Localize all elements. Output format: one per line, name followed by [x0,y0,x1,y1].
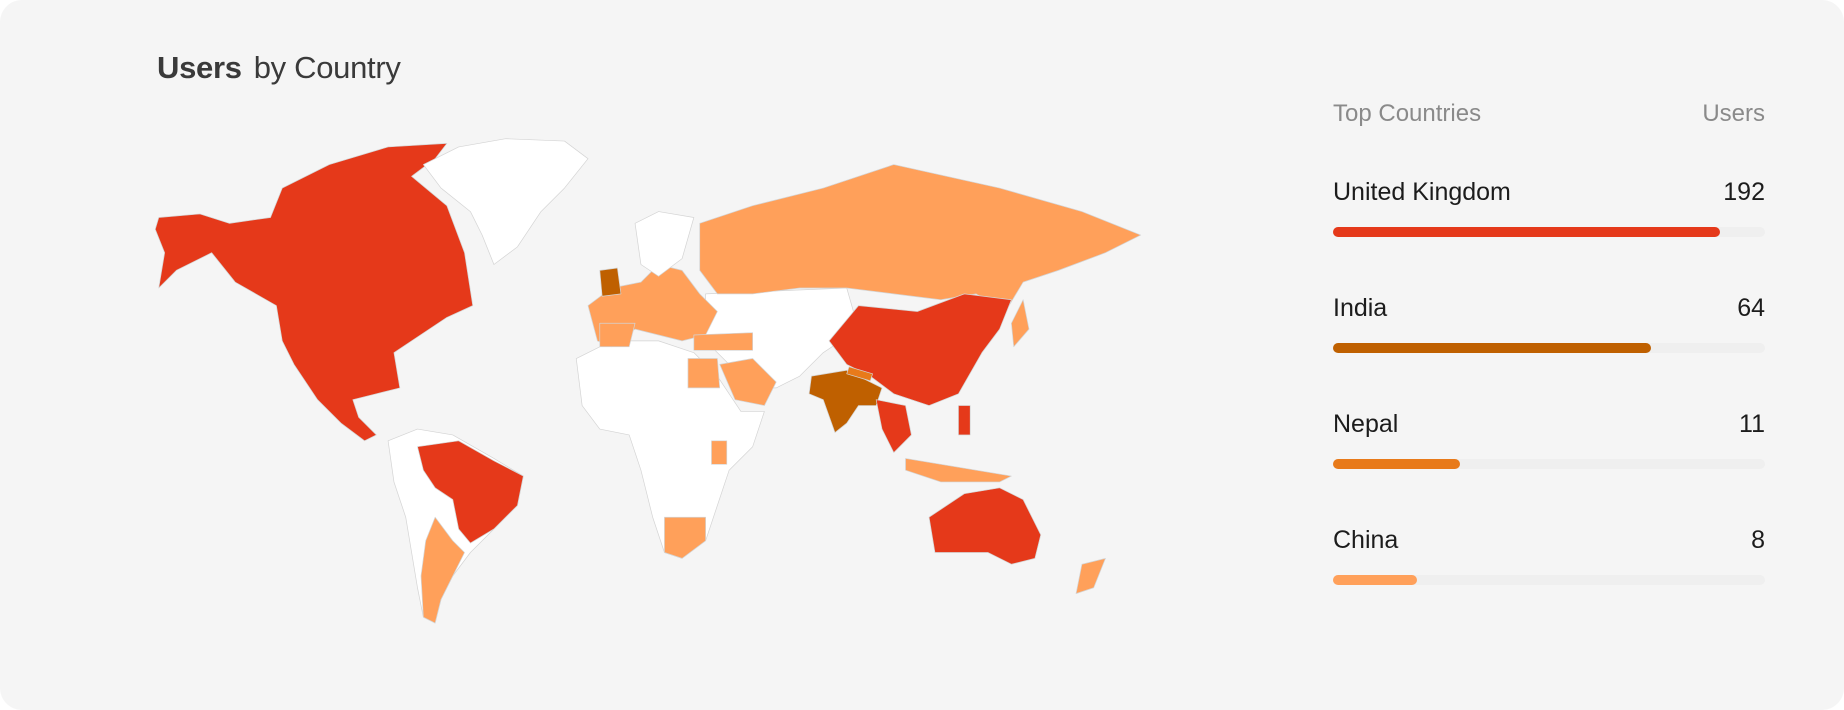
country-united-kingdom[interactable] [599,267,622,297]
country-name: India [1333,294,1388,322]
title-bold: Users [157,50,242,85]
bar-fill [1333,227,1720,237]
country-row[interactable]: China 8 [1333,526,1765,585]
country-africa[interactable] [575,340,765,559]
country-philippines[interactable] [958,405,971,436]
country-nepal[interactable] [846,366,873,382]
country-users: 192 [1723,178,1765,206]
country-users: 8 [1751,526,1765,554]
title-rest: by Country [253,50,401,85]
country-new-zealand[interactable] [1075,558,1106,594]
country-south-africa[interactable] [664,516,706,559]
country-saudi-arabia[interactable] [719,358,777,406]
country-scandinavia[interactable] [634,211,695,277]
header-label: Top Countries [1333,100,1482,127]
country-spain[interactable] [599,322,636,348]
bar-fill [1333,575,1418,585]
country-row[interactable]: United Kingdom 192 [1333,178,1765,237]
header-value: Users [1702,100,1765,127]
card-title: Users by Country [157,50,401,86]
country-name: United Kingdom [1333,178,1511,206]
country-north-america[interactable] [154,143,474,442]
country-japan[interactable] [1011,299,1030,348]
country-name: China [1333,526,1399,554]
country-row[interactable]: India 64 [1333,294,1765,353]
country-row[interactable]: Nepal 11 [1333,410,1765,469]
country-users: 64 [1737,294,1765,322]
bar-track [1333,343,1765,353]
country-argentina[interactable] [420,516,465,624]
country-indonesia[interactable] [905,458,1012,483]
country-egypt[interactable] [687,358,721,389]
bar-track [1333,575,1765,585]
top-countries-panel: Top Countries Users United Kingdom 192 In… [1333,100,1765,585]
country-kenya[interactable] [711,440,728,465]
country-russia[interactable] [699,164,1142,312]
country-name: Nepal [1333,410,1399,438]
country-greenland[interactable] [423,138,589,265]
country-brazil[interactable] [417,440,524,544]
country-thailand[interactable] [875,399,912,453]
bar-track [1333,459,1765,469]
bar-track [1333,227,1765,237]
country-users: 11 [1739,410,1765,438]
bar-fill [1333,459,1461,469]
country-australia[interactable] [928,487,1042,565]
bar-fill [1333,343,1651,353]
country-india[interactable] [808,369,883,433]
country-turkey[interactable] [693,332,754,351]
panel-header: Top Countries Users [1333,100,1765,144]
